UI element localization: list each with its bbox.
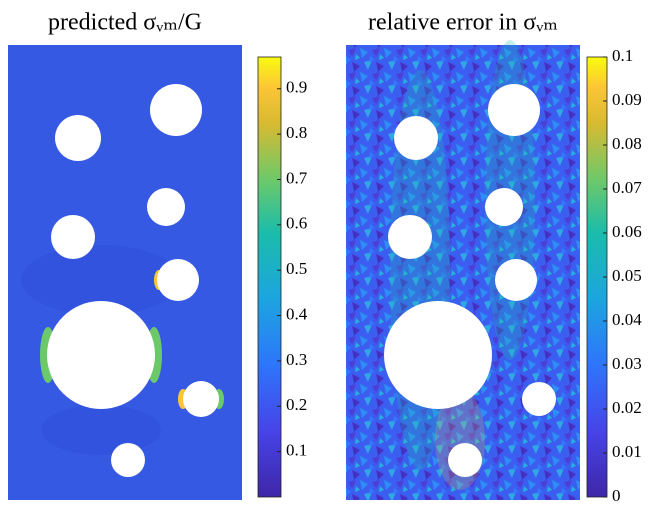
colorbar-tick-label: 0.6 — [286, 214, 307, 233]
colorbar-tick-label: 0.03 — [612, 354, 642, 373]
panel-title: relative error in σᵥₘ — [368, 10, 558, 36]
left-field — [8, 45, 242, 500]
colorbar-tick-label: 0.02 — [612, 398, 642, 417]
colorbar-tick-label: 0.08 — [612, 134, 642, 153]
right-field — [346, 40, 580, 500]
colorbar-tick-label: 0.4 — [286, 304, 308, 323]
colorbar-tick-label: 0.1 — [286, 441, 307, 460]
colorbar-tick-label: 0.3 — [286, 350, 307, 369]
colorbar — [257, 56, 282, 498]
panel-title: predicted σᵥₘ/G — [48, 10, 202, 36]
colorbar-tick-label: 0.7 — [286, 168, 308, 187]
colorbar-tick-label: 0.07 — [612, 178, 642, 197]
colorbar-tick-label: 0.06 — [612, 222, 642, 241]
colorbar-tick-label: 0.09 — [612, 90, 642, 109]
colorbar-tick-label: 0.1 — [612, 46, 633, 65]
colorbar-tick-label: 0.04 — [612, 310, 642, 329]
colorbar-tick-label: 0.2 — [286, 395, 307, 414]
colorbar-tick-label: 0.05 — [612, 266, 642, 285]
colorbar-tick-label: 0.5 — [286, 259, 307, 278]
colorbar-tick-label: 0.01 — [612, 442, 642, 461]
colorbar-tick-label: 0.8 — [286, 123, 307, 142]
colorbar-tick-label: 0.9 — [286, 78, 307, 97]
colorbar-tick-label: 0 — [612, 486, 621, 505]
